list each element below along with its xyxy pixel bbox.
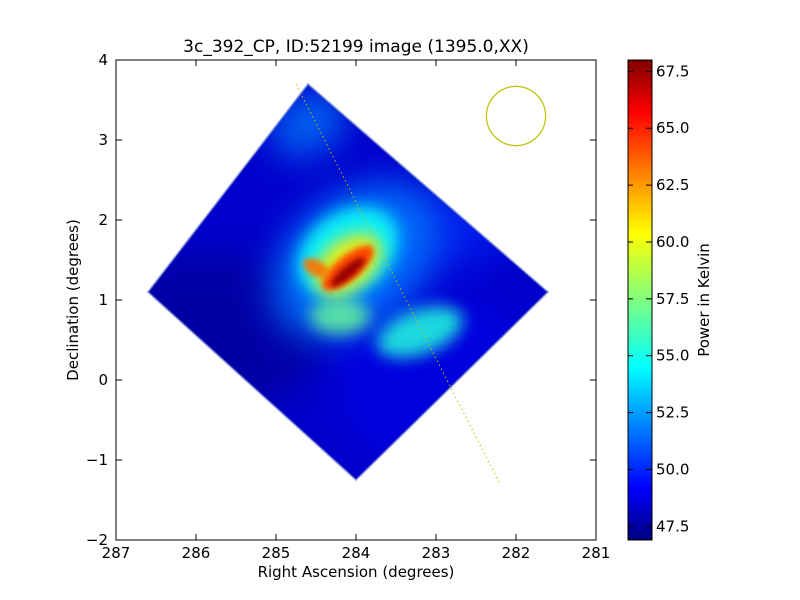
- y-tick-label: 3: [98, 131, 108, 149]
- emission-blob: [377, 306, 463, 358]
- y-tick-label: 1: [98, 291, 108, 309]
- colorbar: [627, 59, 653, 541]
- dotted-track: [295, 83, 501, 485]
- overlays: [295, 83, 547, 485]
- y-axis-label: Declination (degrees): [64, 219, 82, 381]
- colorbar-tick-label: 52.5: [656, 404, 689, 422]
- beam-circle: [485, 85, 547, 147]
- colorbar-tick-label: 60.0: [656, 233, 689, 251]
- colorbar-tick-label: 67.5: [656, 62, 689, 80]
- y-tick-label: 4: [98, 51, 108, 69]
- x-tick-label: 282: [502, 544, 531, 562]
- emission-blob: [310, 298, 370, 334]
- emission-blob: [303, 258, 329, 278]
- map-edge: [146, 82, 550, 482]
- y-axis: −2 −1 0 1 2 3 4: [86, 51, 596, 549]
- emission-blob: [330, 257, 366, 287]
- y-tick-label: 2: [98, 211, 108, 229]
- colorbar-label: Power in Kelvin: [695, 243, 713, 357]
- x-tick-label: 285: [262, 544, 291, 562]
- x-tick-label: 287: [102, 544, 131, 562]
- y-tick-label: −2: [86, 531, 108, 549]
- x-axis: 287 286 285 284 283 282 281: [102, 60, 611, 562]
- colorbar-tick-label: 50.0: [656, 460, 689, 478]
- x-axis-label: Right Ascension (degrees): [258, 563, 455, 581]
- colorbar-tick-label: 47.5: [656, 517, 689, 535]
- x-tick-label: 284: [342, 544, 371, 562]
- x-tick-label: 281: [582, 544, 611, 562]
- colorbar-tick-label: 65.0: [656, 119, 689, 137]
- colorbar-ticks: 47.5 50.0 52.5 55.0 57.5 60.0 62.5 65.0 67.5: [628, 62, 689, 535]
- colorbar-tick-label: 57.5: [656, 290, 689, 308]
- x-tick-label: 283: [422, 544, 451, 562]
- colorbar-tick-label: 55.0: [656, 347, 689, 365]
- chart-title: 3c_392_CP, ID:52199 image (1395.0,XX): [183, 37, 529, 57]
- x-tick-label: 286: [182, 544, 211, 562]
- colorbar-tick-label: 62.5: [656, 176, 689, 194]
- y-tick-label: 0: [98, 371, 108, 389]
- y-tick-label: −1: [86, 451, 108, 469]
